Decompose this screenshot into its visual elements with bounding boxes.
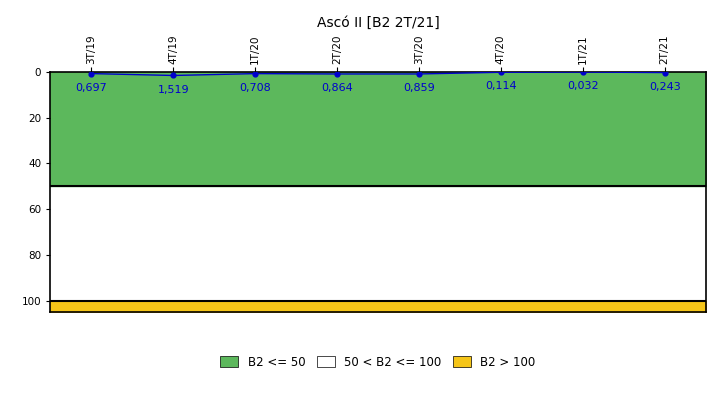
Point [86, 70, 97, 77]
Legend: B2 <= 50, 50 < B2 <= 100, B2 > 100: B2 <= 50, 50 < B2 <= 100, B2 > 100 [216, 351, 540, 373]
Point [659, 69, 670, 76]
Text: 0,032: 0,032 [567, 81, 598, 91]
Point [413, 71, 425, 77]
Point [168, 72, 179, 79]
Text: 0,697: 0,697 [76, 83, 107, 93]
Text: 0,859: 0,859 [403, 83, 435, 93]
Text: 0,864: 0,864 [321, 83, 353, 93]
Text: 1,519: 1,519 [158, 85, 189, 95]
Point [331, 71, 343, 77]
Point [249, 70, 261, 77]
Title: Ascó II [B2 2T/21]: Ascó II [B2 2T/21] [317, 16, 439, 30]
Point [577, 69, 588, 75]
Text: 0,708: 0,708 [239, 83, 271, 93]
Point [495, 69, 507, 76]
Text: 0,243: 0,243 [649, 82, 680, 92]
Text: 0,114: 0,114 [485, 82, 517, 92]
